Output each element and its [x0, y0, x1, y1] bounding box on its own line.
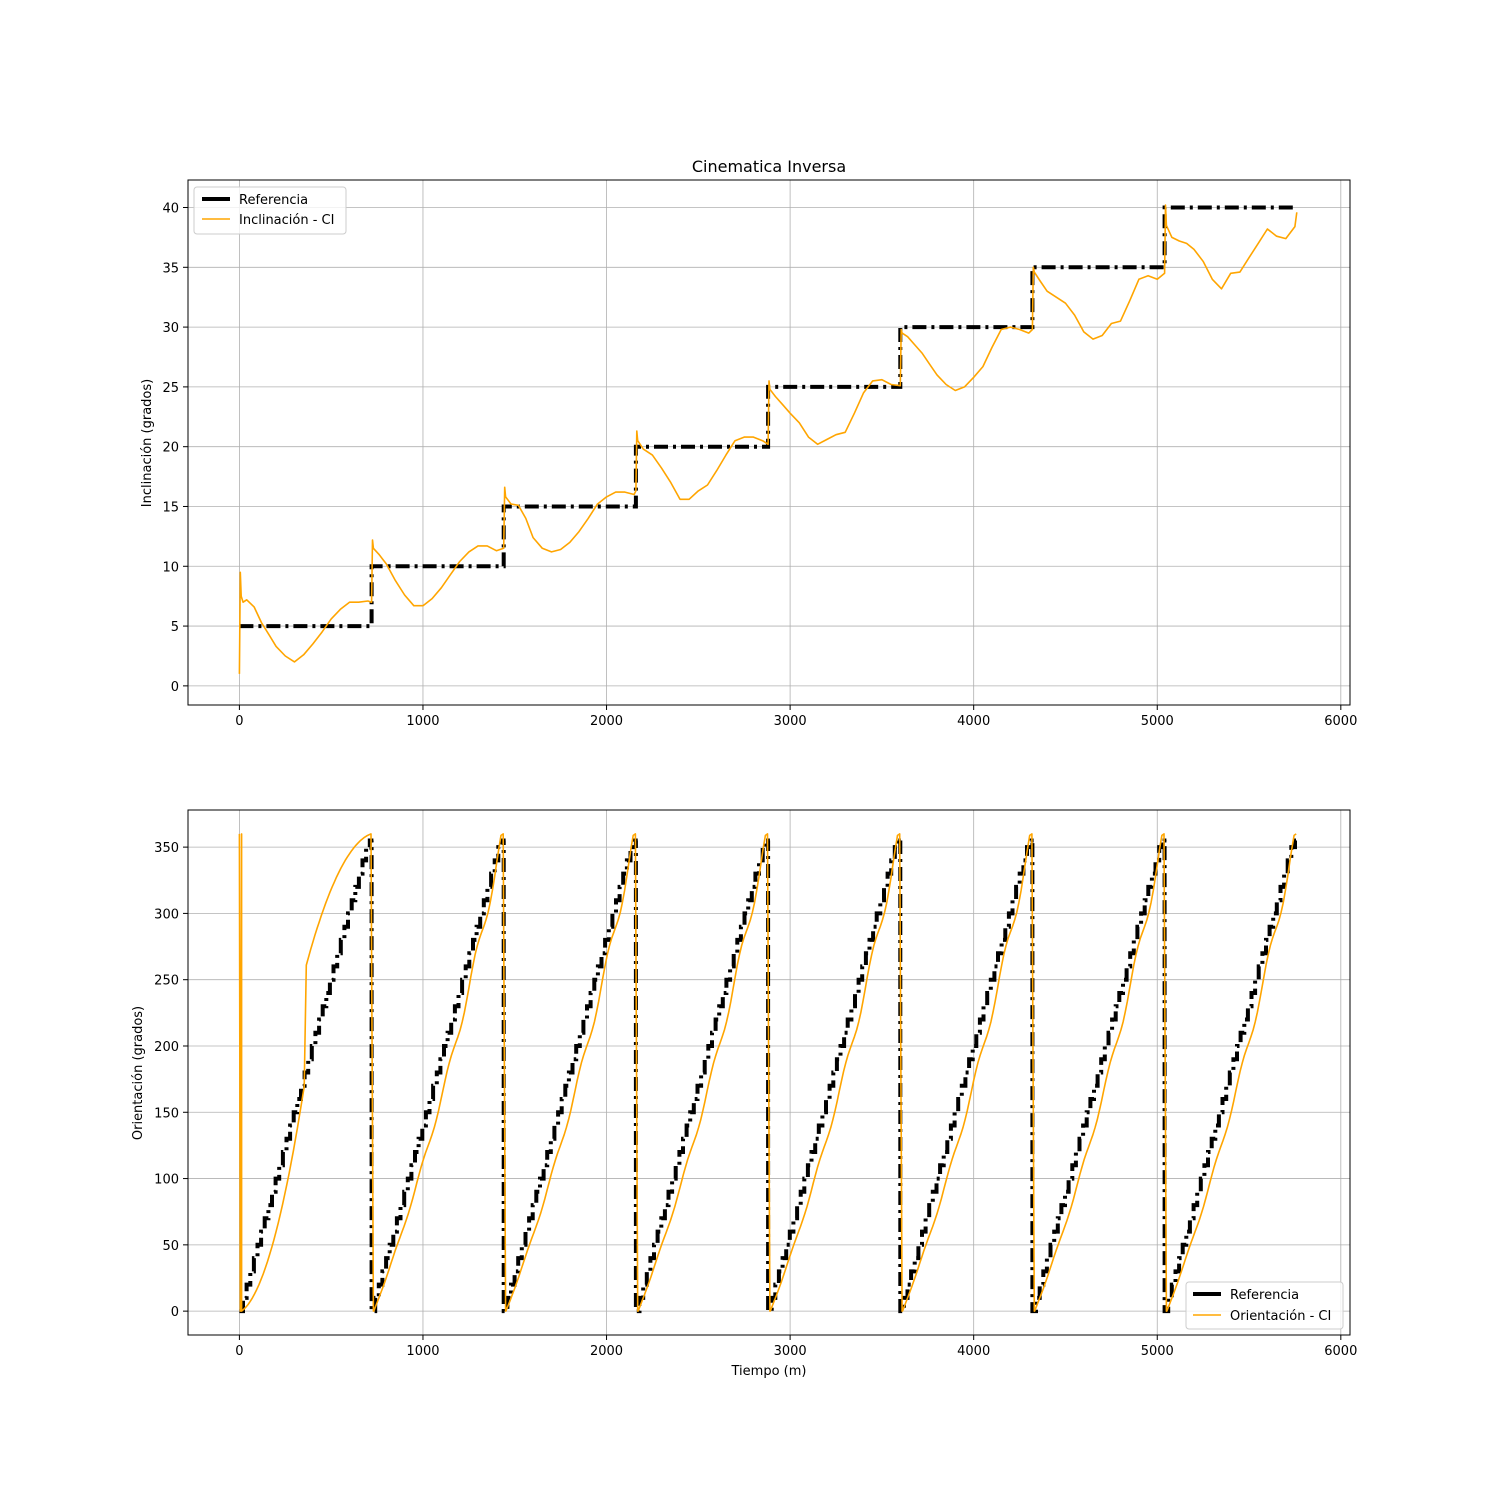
orientation-y-axis-label: Orientación (grados)	[131, 1006, 146, 1140]
inclination-plot-frame	[187, 179, 1351, 706]
y-tick-label: 0	[171, 1305, 179, 1320]
y-tick-label: 200	[154, 1040, 179, 1055]
y-tick-label: 40	[162, 202, 179, 217]
x-tick-label: 2000	[590, 1344, 623, 1359]
x-tick-label: 0	[235, 1344, 243, 1359]
legend-label-inclinacion: Inclinación - CI	[239, 213, 334, 228]
y-tick-label: 5	[171, 620, 179, 635]
x-tick-label: 1000	[406, 1344, 439, 1359]
series-orientacion-line	[238, 833, 1297, 1312]
inclination-series	[238, 204, 1298, 674]
legend-label-referencia-2: Referencia	[1230, 1288, 1299, 1303]
y-tick-label: 100	[154, 1173, 179, 1188]
orientation-legend: Referencia Orientación - CI	[1185, 1281, 1344, 1330]
x-tick-label: 5000	[1141, 1344, 1174, 1359]
x-axis-label: Tiempo (m)	[731, 1364, 807, 1379]
inclination-legend-box	[193, 186, 347, 235]
x-tick-label: 3000	[774, 1344, 807, 1359]
y-tick-label: 10	[162, 560, 179, 575]
inclination-legend: Referencia Inclinación - CI	[193, 186, 347, 235]
legend-label-orientacion: Orientación - CI	[1230, 1309, 1331, 1324]
y-tick-label: 0	[171, 680, 179, 695]
y-tick-label: 20	[162, 441, 179, 456]
orientation-subplot: 0 1000 2000 3000 4000 5000 6000 0 50 100 150 200 250…	[131, 809, 1357, 1379]
y-tick-label: 30	[162, 321, 179, 336]
x-tick-label: 2000	[590, 714, 623, 729]
x-tick-label: 5000	[1141, 714, 1174, 729]
y-tick-label: 350	[154, 841, 179, 856]
orientation-plot-frame	[187, 809, 1351, 1336]
y-tick-label: 15	[162, 500, 179, 515]
y-tick-label: 35	[162, 261, 179, 276]
y-tick-label: 150	[154, 1106, 179, 1121]
x-tick-label: 3000	[774, 714, 807, 729]
x-tick-label: 4000	[957, 1344, 990, 1359]
y-tick-label: 250	[154, 974, 179, 989]
x-tick-label: 1000	[406, 714, 439, 729]
inclination-ticks: 0 1000 2000 3000 4000 5000 6000 0 5 10 15 20 25 30 35 4…	[162, 202, 1357, 729]
chart-title: Cinematica Inversa	[692, 157, 846, 176]
y-tick-label: 25	[162, 381, 179, 396]
x-tick-label: 0	[235, 714, 243, 729]
orientation-legend-box	[1185, 1281, 1344, 1330]
x-tick-label: 6000	[1324, 714, 1357, 729]
x-tick-label: 4000	[957, 714, 990, 729]
legend-label-referencia: Referencia	[239, 193, 308, 208]
y-tick-label: 50	[162, 1239, 179, 1254]
series-referencia-line-2	[239, 838, 1299, 1314]
orientation-series	[238, 833, 1299, 1314]
x-tick-label: 6000	[1324, 1344, 1357, 1359]
series-inclinacion-line	[238, 204, 1298, 674]
orientation-ticks: 0 1000 2000 3000 4000 5000 6000 0 50 100 150 200 250…	[154, 841, 1357, 1359]
y-tick-label: 300	[154, 907, 179, 922]
inclination-y-axis-label: Inclinación (grados)	[140, 379, 155, 507]
inclination-subplot: Cinematica Inversa 0 1000 2000 3000 4000 5000…	[140, 157, 1357, 729]
